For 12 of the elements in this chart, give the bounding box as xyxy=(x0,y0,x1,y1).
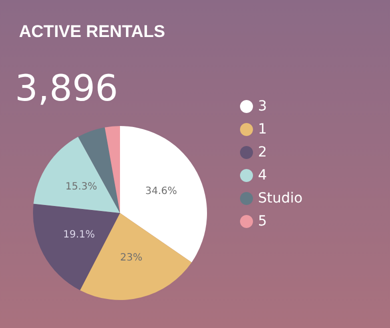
legend-label: Studio xyxy=(258,190,303,206)
legend-label: 1 xyxy=(258,122,267,138)
legend-label: 2 xyxy=(258,144,267,160)
legend-label: 5 xyxy=(258,214,267,230)
chart-subtitle: 3,896 xyxy=(15,68,118,110)
data-label: 34.6% xyxy=(145,186,178,197)
data-label: 23% xyxy=(120,252,142,264)
legend-label: 3 xyxy=(258,98,267,114)
legend-label: 4 xyxy=(258,168,267,184)
chart-title: ACTIVE RENTALS xyxy=(19,22,166,41)
data-label: 15.3% xyxy=(65,182,98,193)
data-label: 19.1% xyxy=(63,230,95,241)
